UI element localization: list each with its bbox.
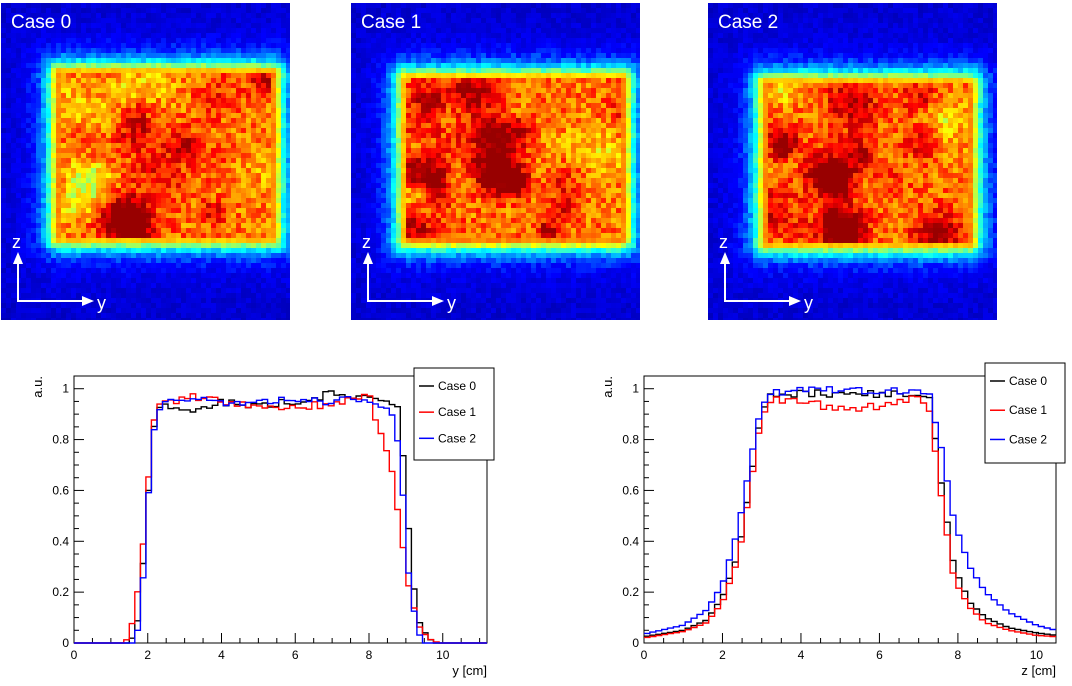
axis-label-y: y — [447, 293, 456, 313]
y-axis-ticks: 0 0.2 0.4 0.6 0.8 1 — [52, 382, 84, 650]
heatmap-title: Case 2 — [718, 12, 778, 33]
y-axis-label: a.u. — [30, 376, 45, 398]
x-tick-label: 10 — [436, 648, 450, 662]
x-tick-label: 10 — [1030, 648, 1044, 662]
axis-label-z: z — [719, 232, 728, 252]
heatmap-case-2: Case 2 z y — [708, 3, 997, 320]
legend-entry: Case 1 — [1009, 403, 1047, 417]
heatmap-title: Case 0 — [11, 12, 71, 33]
x-tick-label: 6 — [292, 648, 299, 662]
x-tick-label: 8 — [366, 648, 373, 662]
legend: Case 0 Case 1 Case 2 — [414, 368, 494, 460]
x-tick-label: 4 — [798, 648, 805, 662]
y-tick-label: 0.4 — [622, 534, 639, 548]
heatmap-case-1: Case 1 z y — [351, 3, 640, 320]
y-tick-label: 0.6 — [52, 483, 69, 497]
axis-label-z: z — [12, 232, 21, 252]
legend-entry: Case 0 — [438, 379, 476, 393]
y-tick-label: 1 — [62, 382, 69, 396]
heatmap-cells — [351, 3, 640, 320]
y-tick-label: 0.2 — [52, 585, 69, 599]
y-axis-label: a.u. — [600, 376, 615, 398]
axis-label-y: y — [804, 293, 813, 313]
axis-label-z: z — [362, 232, 371, 252]
x-axis-label: y [cm] — [452, 663, 487, 678]
y-tick-label: 0 — [632, 636, 639, 650]
x-tick-label: 0 — [641, 648, 648, 662]
y-tick-label: 0.8 — [52, 433, 69, 447]
heatmap-cells — [1, 3, 290, 320]
heatmap-title: Case 1 — [361, 12, 421, 33]
heatmap-svg: Case 1 z y — [351, 3, 640, 320]
x-axis-ticks: 0 2 4 6 8 10 — [71, 633, 480, 662]
x-tick-label: 4 — [218, 648, 225, 662]
x-tick-label: 2 — [719, 648, 726, 662]
y-tick-label: 0.6 — [622, 483, 639, 497]
heatmap-case-0: Case 0 z y — [1, 3, 290, 320]
x-tick-label: 8 — [955, 648, 962, 662]
x-tick-label: 0 — [71, 648, 78, 662]
axis-label-y: y — [97, 293, 106, 313]
y-tick-label: 0 — [62, 636, 69, 650]
y-tick-label: 1 — [632, 382, 639, 396]
y-tick-label: 0.2 — [622, 585, 639, 599]
legend: Case 0 Case 1 Case 2 — [985, 363, 1065, 463]
legend-entry: Case 2 — [1009, 432, 1047, 446]
heatmap-svg: Case 0 z y — [1, 3, 290, 320]
heatmap-cells — [708, 3, 997, 320]
y-tick-label: 0.4 — [52, 534, 69, 548]
heatmap-svg: Case 2 z y — [708, 3, 997, 320]
y-tick-label: 0.8 — [622, 433, 639, 447]
x-tick-label: 2 — [144, 648, 151, 662]
x-axis-label: z [cm] — [1021, 663, 1056, 678]
x-tick-label: 6 — [876, 648, 883, 662]
x-axis-ticks: 0 2 4 6 8 10 — [641, 633, 1056, 662]
legend-entry: Case 1 — [438, 405, 476, 419]
legend-entry: Case 0 — [1009, 374, 1047, 388]
legend-entry: Case 2 — [438, 431, 476, 445]
y-axis-ticks: 0 0.2 0.4 0.6 0.8 1 — [622, 382, 654, 650]
